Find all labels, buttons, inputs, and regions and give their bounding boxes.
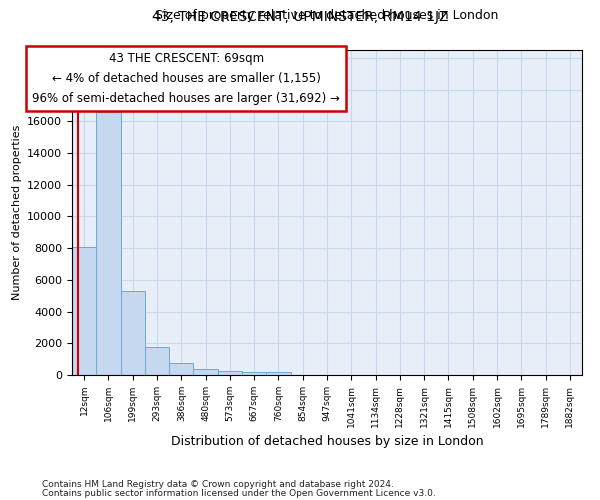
Bar <box>169 363 193 375</box>
Bar <box>72 246 96 375</box>
X-axis label: Distribution of detached houses by size in London: Distribution of detached houses by size … <box>170 435 484 448</box>
Bar <box>218 371 242 375</box>
Bar <box>121 291 145 375</box>
Bar <box>145 348 169 375</box>
Text: 43 THE CRESCENT: 69sqm
← 4% of detached houses are smaller (1,155)
96% of semi-d: 43 THE CRESCENT: 69sqm ← 4% of detached … <box>32 52 340 105</box>
Bar <box>96 112 121 375</box>
Y-axis label: Number of detached properties: Number of detached properties <box>11 125 22 300</box>
Title: Size of property relative to detached houses in London: Size of property relative to detached ho… <box>155 10 499 22</box>
Text: Contains HM Land Registry data © Crown copyright and database right 2024.: Contains HM Land Registry data © Crown c… <box>42 480 394 489</box>
Text: Contains public sector information licensed under the Open Government Licence v3: Contains public sector information licen… <box>42 489 436 498</box>
Bar <box>266 372 290 375</box>
Bar <box>242 372 266 375</box>
Text: 43, THE CRESCENT, UPMINSTER, RM14 1JZ: 43, THE CRESCENT, UPMINSTER, RM14 1JZ <box>152 10 448 24</box>
Bar <box>193 370 218 375</box>
